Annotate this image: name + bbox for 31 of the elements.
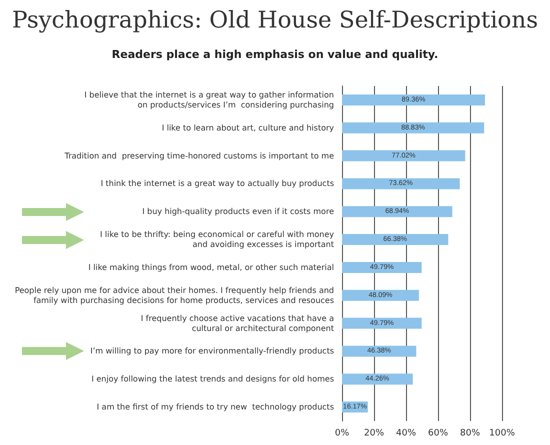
- y-tick-label: I enjoy following the latest trends and designs for old homes: [91, 374, 334, 384]
- bar: [342, 206, 452, 218]
- bar: [342, 122, 484, 134]
- bar: [342, 290, 419, 301]
- bar: [342, 150, 466, 162]
- y-tick-label: I am the first of my friends to try new technology products: [96, 402, 334, 412]
- bar: [342, 178, 460, 190]
- bar: [342, 346, 416, 357]
- bar: [342, 318, 422, 329]
- x-tick-label: 0%: [334, 428, 350, 438]
- x-tick-label: 80%: [460, 428, 480, 438]
- y-tick-label: People rely upon me for advice about their homes. I frequently help friends and family with purchasing decisions for home products, services and resouces: [14, 286, 334, 305]
- y-tick-label: I think the internet is a great way to actually buy products: [100, 179, 334, 188]
- bar: [342, 94, 485, 106]
- chart-title: Psychographics: Old House Self-Descriptions: [12, 8, 538, 34]
- y-tick-label: I buy high-quality products even if it costs more: [142, 207, 334, 216]
- y-tick-label: Tradition and preserving time-honored customs is important to me: [64, 151, 334, 160]
- x-tick-label: 60%: [428, 428, 448, 438]
- y-tick-label: I believe that the internet is a great way to gather information on products/services I’m considering purchasing: [84, 90, 334, 110]
- y-tick-label: I like to learn about art, culture and history: [162, 123, 334, 132]
- y-tick-label: I like to be thrifty: being economical or careful with money and avoiding excesses is important: [100, 230, 334, 250]
- x-tick-label: 20%: [364, 428, 384, 438]
- chart-subtitle: Readers place a high emphasis on value and quality.: [112, 48, 438, 61]
- x-tick-label: 40%: [396, 428, 416, 438]
- bar: [342, 374, 413, 385]
- y-tick-label: I like making things from wood, metal, or other such material: [88, 262, 334, 272]
- y-tick-label: I’m willing to pay more for environmentally-friendly products: [90, 346, 334, 356]
- x-tick-label: 100%: [489, 428, 516, 438]
- bar: [342, 234, 448, 246]
- y-tick-label: I frequently choose active vacations that have a cultural or architectural component: [140, 314, 334, 333]
- bar: [342, 262, 422, 273]
